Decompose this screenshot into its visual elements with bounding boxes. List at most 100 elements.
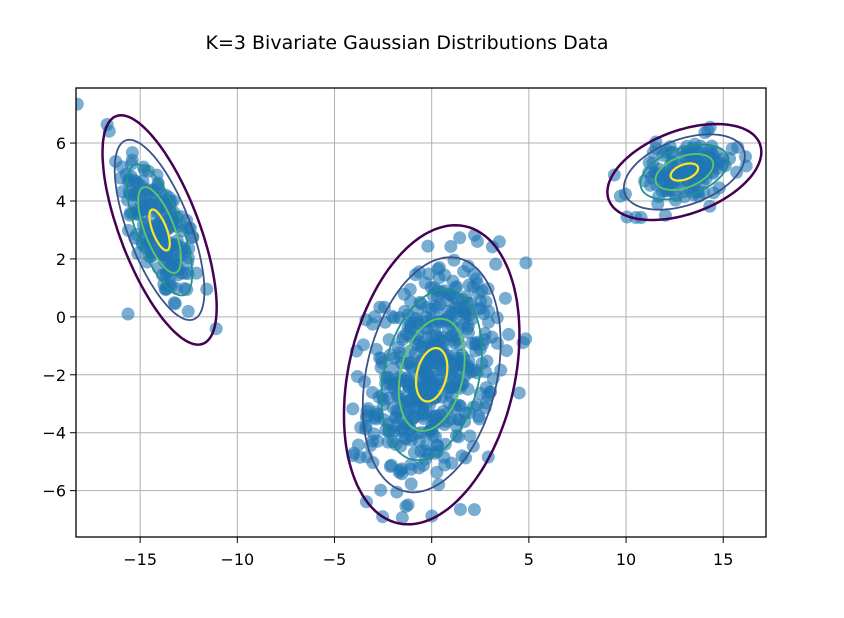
scatter-point (467, 267, 481, 281)
scatter-point (494, 363, 508, 377)
scatter-point (712, 181, 726, 195)
scatter-point (711, 161, 725, 175)
scatter-point (404, 477, 418, 491)
y-tick-label: 2 (56, 250, 66, 269)
scatter-point (381, 435, 395, 449)
scatter-point (694, 139, 708, 153)
scatter-point (125, 157, 139, 171)
x-tick-label: −10 (220, 550, 254, 569)
scatter-point (351, 438, 365, 452)
y-tick-label: 0 (56, 308, 66, 327)
scatter-point (156, 220, 170, 234)
x-tick-label: 0 (427, 550, 437, 569)
scatter-point (408, 347, 422, 361)
scatter-point (407, 446, 421, 460)
scatter-point (395, 511, 409, 525)
scatter-point (121, 307, 135, 321)
scatter-point (436, 334, 450, 348)
contour-line (137, 185, 182, 274)
contour-line (148, 208, 171, 252)
scatter-point (492, 235, 506, 249)
scatter-point (725, 142, 739, 156)
contour-line (397, 317, 466, 432)
scatter-point (403, 422, 417, 436)
scatter-point (350, 370, 364, 384)
scatter-point (485, 330, 499, 344)
scatter-point (426, 428, 440, 442)
scatter-point (481, 315, 495, 329)
scatter-point (395, 462, 409, 476)
scatter-point (122, 174, 136, 188)
scatter-point (730, 165, 744, 179)
scatter-point (444, 239, 458, 253)
scatter-point (463, 429, 477, 443)
scatter-point (387, 311, 401, 325)
scatter-point (438, 418, 452, 432)
scatter-point (346, 402, 360, 416)
scatter-point (409, 312, 423, 326)
plot-area (76, 97, 763, 587)
scatter-point (125, 146, 139, 160)
contour-line (126, 163, 194, 297)
scatter-point (419, 310, 433, 324)
scatter-point (76, 97, 84, 111)
scatter-point (479, 396, 493, 410)
scatter-point (446, 362, 460, 376)
scatter-point (122, 185, 136, 199)
scatter-point (374, 483, 388, 497)
scatter-point (361, 401, 375, 415)
scatter-point (489, 257, 503, 271)
scatter-point (171, 268, 185, 282)
scatter-point (444, 389, 458, 403)
scatter-point (512, 386, 526, 400)
scatter-point (453, 502, 467, 516)
scatter-point (151, 178, 165, 192)
scatter-point (435, 366, 449, 380)
contour-line (380, 288, 483, 462)
scatter-point (439, 314, 453, 328)
scatter-point (430, 465, 444, 479)
scatter-point (407, 410, 421, 424)
scatter-point (387, 361, 401, 375)
x-tick-label: 15 (713, 550, 733, 569)
scatter-point (373, 300, 387, 314)
contour-line (639, 143, 730, 201)
contour-line (623, 133, 746, 211)
y-tick-label: −6 (42, 482, 66, 501)
scatter-point (451, 430, 465, 444)
contour-line (654, 153, 715, 191)
scatter-point (658, 165, 672, 179)
scatter-point (465, 336, 479, 350)
scatter-point (426, 376, 440, 390)
scatter-point (470, 234, 484, 248)
scatter-point (138, 163, 152, 177)
scatter-point (402, 380, 416, 394)
scatter-point (377, 398, 391, 412)
y-tick-label: −4 (42, 424, 66, 443)
scatter-point (420, 300, 434, 314)
scatter-point (381, 371, 395, 385)
y-tick-label: 6 (56, 134, 66, 153)
contour-line (101, 113, 218, 346)
scatter-point (519, 256, 533, 270)
scatter-point (465, 364, 479, 378)
scatter-point (437, 450, 451, 464)
contour-line (414, 347, 449, 403)
x-tick-label: −15 (123, 550, 157, 569)
scatter-point (672, 166, 686, 180)
axes-layer: −15 −10 −5 0 5 10 15 −6 −4 −2 0 2 4 6 (42, 87, 767, 569)
scatter-point (200, 282, 214, 296)
x-tick-label: 5 (524, 550, 534, 569)
scatter-point (500, 344, 514, 358)
scatter-point (457, 351, 471, 365)
scatter-point (703, 120, 717, 134)
scatter-point (409, 574, 422, 587)
scatter-point (360, 411, 374, 425)
scatter-point (389, 418, 403, 432)
scatter-point (178, 282, 192, 296)
scatter-point (137, 202, 151, 216)
plot-frame (75, 87, 767, 538)
x-tick-label: 10 (616, 550, 636, 569)
scatter-point (433, 297, 447, 311)
scatter-point (431, 438, 445, 452)
